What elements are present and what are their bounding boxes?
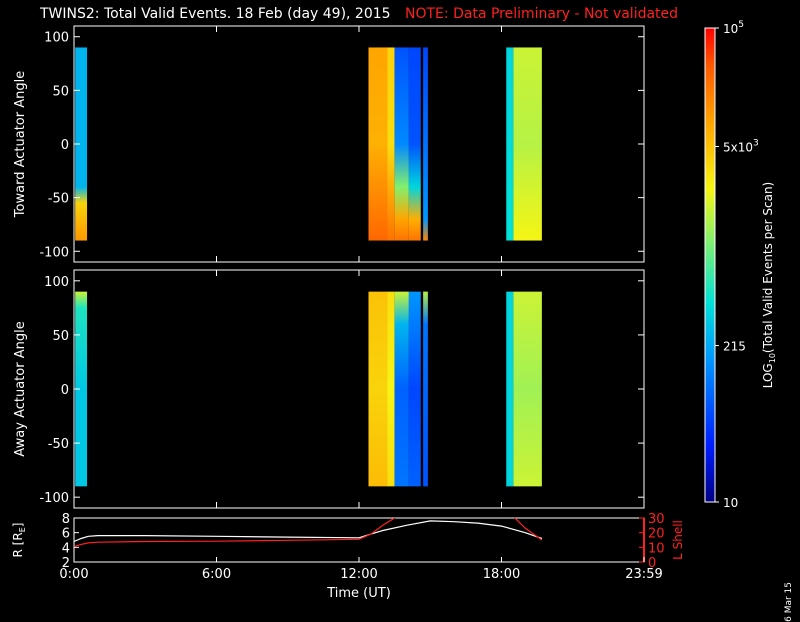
- x-tick-label: 23:59: [625, 567, 662, 582]
- y-tick-label: 100: [44, 31, 69, 46]
- heatmap-block: [75, 47, 88, 241]
- y-tick-label: 4: [62, 541, 70, 556]
- x-tick-label: 0:00: [59, 567, 88, 582]
- x-tick-label: 18:00: [483, 567, 520, 582]
- heatmap-panel-toward: 100 50 0 -50 -100 Toward Actuator Angle: [13, 25, 645, 263]
- y-tick-label: 50: [52, 84, 69, 99]
- y-tick-label: 2: [62, 556, 70, 571]
- y-axis-label: Away Actuator Angle: [13, 321, 28, 456]
- y-tick-label-right: 20: [648, 527, 665, 542]
- heatmap-block: [394, 47, 409, 241]
- r-series-line: [74, 520, 543, 543]
- heatmap-block: [368, 291, 388, 487]
- y-tick-label: -100: [39, 245, 69, 260]
- panel-frame: [73, 269, 645, 509]
- heatmap-block: [506, 47, 514, 241]
- right-axis-label: L Shell: [671, 520, 685, 560]
- date-stamp: 6 Mar 15: [784, 582, 794, 622]
- x-tick-label: 12:00: [340, 567, 377, 582]
- title: TWINS2: Total Valid Events. 18 Feb (day …: [40, 6, 678, 22]
- heatmap-block: [423, 47, 428, 241]
- y-tick-label: 100: [44, 275, 69, 290]
- heatmap-block: [408, 291, 421, 487]
- heatmap-block: [513, 47, 542, 241]
- heatmap-block: [368, 47, 388, 241]
- heatmap-block: [387, 47, 395, 241]
- title-main: TWINS2: Total Valid Events. 18 Feb (day …: [40, 6, 391, 22]
- y-tick-label: 0: [61, 383, 69, 398]
- y-tick-label-right: 30: [648, 512, 665, 527]
- colorbar-tick-label: 10: [723, 496, 738, 510]
- y-tick-label: -50: [48, 192, 69, 207]
- y-tick-label: -50: [48, 437, 69, 452]
- heatmap-block: [513, 291, 542, 487]
- y-tick-label-right: 0: [648, 556, 656, 571]
- lshell-series-line: [74, 518, 396, 548]
- panel-frame: [73, 25, 645, 263]
- heatmap-block: [506, 291, 514, 487]
- left-axis-label: R [RE]: [11, 523, 27, 558]
- colorbar-tick-label: 105: [723, 20, 744, 36]
- y-tick-label: 50: [52, 329, 69, 344]
- colorbar-label: LOG10(Total Valid Events per Scan): [761, 182, 777, 389]
- y-tick-label: 6: [62, 527, 70, 542]
- colorbar-tick-label: 215: [723, 340, 746, 354]
- title-note: NOTE: Data Preliminary - Not validated: [405, 6, 679, 22]
- heatmap-block: [423, 291, 428, 487]
- heatmap-panel-away: 100 50 0 -50 -100 Away Actuator Angle: [13, 269, 645, 509]
- y-tick-label: -100: [39, 491, 69, 506]
- heatmap-block: [394, 291, 409, 487]
- y-axis-label: Toward Actuator Angle: [13, 71, 28, 218]
- heatmap-block: [387, 291, 395, 487]
- heatmap-block: [75, 291, 88, 487]
- x-axis-label: Time (UT): [326, 586, 391, 600]
- colorbar-tick-label: 5x103: [723, 139, 759, 155]
- y-tick-label: 8: [62, 512, 70, 527]
- y-tick-label-right: 10: [648, 541, 665, 556]
- lshell-series-line: [514, 518, 543, 541]
- panel-frame: [73, 517, 645, 563]
- x-tick-label: 6:00: [202, 567, 231, 582]
- colorbar: 105 5x103 215 10 LOG10(Total Valid Events pe…: [704, 20, 777, 510]
- colorbar-strip: [704, 27, 716, 503]
- y-tick-label: 0: [61, 138, 69, 153]
- heatmap-block: [408, 47, 421, 241]
